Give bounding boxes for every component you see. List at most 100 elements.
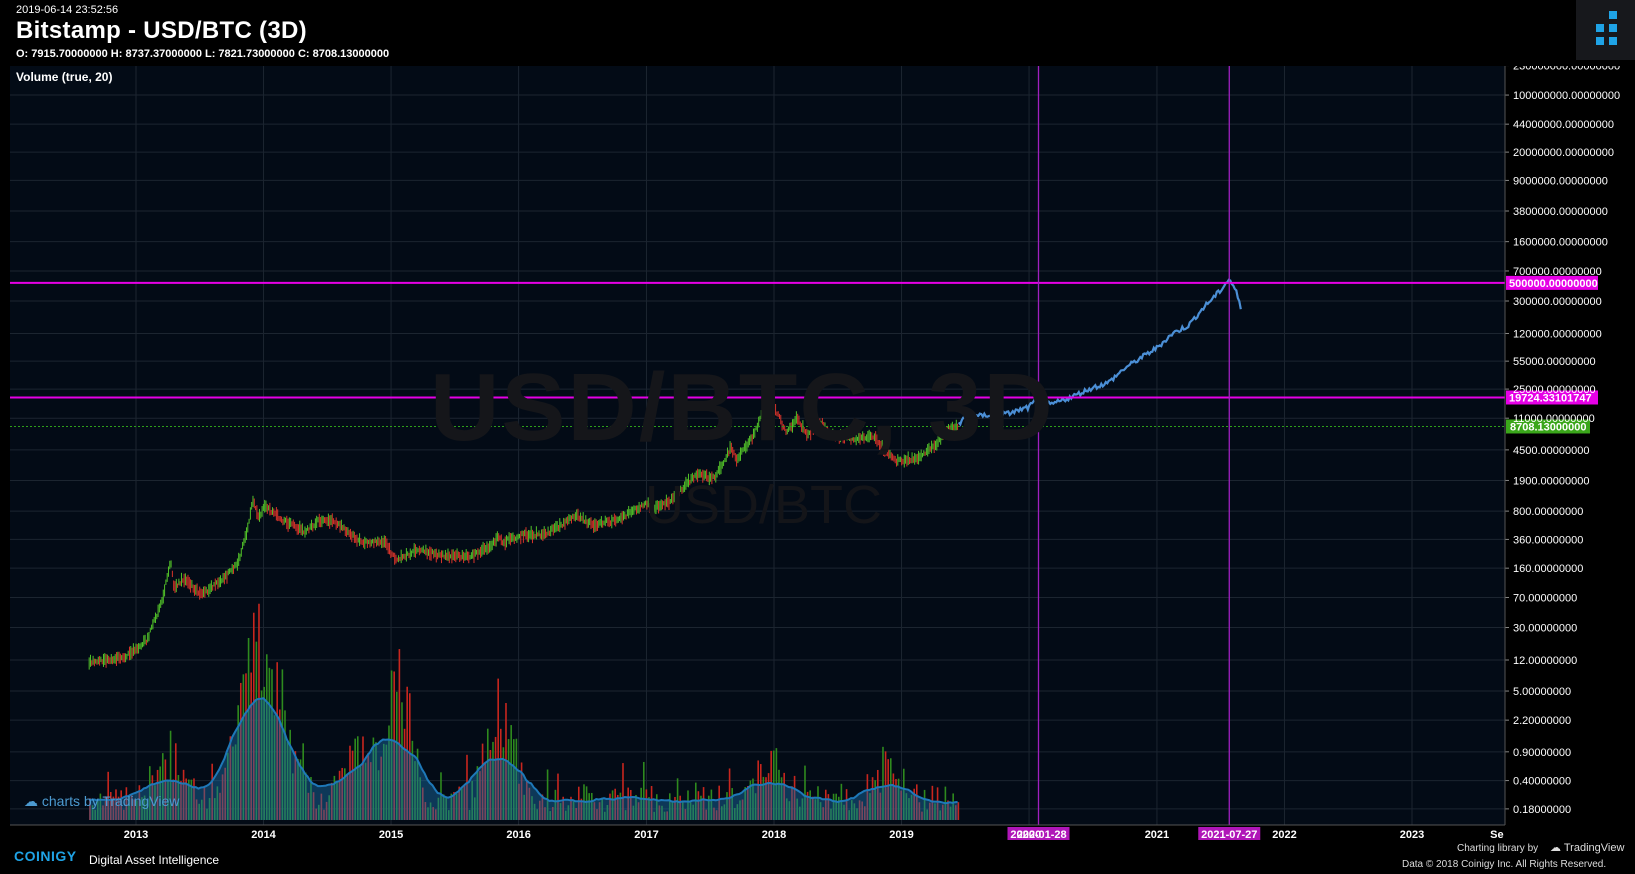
level-price-tag bbox=[1506, 275, 1598, 290]
volume-bar bbox=[198, 803, 200, 820]
volume-bar bbox=[900, 790, 902, 820]
overlay-lines[interactable]: 500000.00000000 19724.33101747 8708.130000… bbox=[10, 66, 1598, 841]
level-price-label: 19724.33101747 bbox=[1509, 392, 1592, 404]
volume-bar bbox=[263, 686, 265, 820]
date-tag-label: 2021-07-27 bbox=[1201, 829, 1257, 841]
volume-bar bbox=[187, 779, 190, 820]
volume-bar bbox=[804, 765, 806, 820]
volume-bar bbox=[754, 793, 757, 820]
price-tick-label: 700000.00000000 bbox=[1513, 266, 1602, 278]
volume-bar bbox=[791, 786, 793, 820]
volume-bar bbox=[419, 777, 421, 820]
price-tick-label: 0.90000000 bbox=[1513, 747, 1571, 759]
volume-bar bbox=[710, 789, 713, 820]
volume-bar bbox=[455, 793, 458, 820]
tradingview-watermark[interactable]: ☁ charts by TradingView bbox=[24, 793, 179, 810]
price-candles bbox=[88, 394, 959, 670]
time-axis[interactable]: 2013 2014 2015 2016 2017 2018 2019 2020 2021 2022… bbox=[10, 824, 1505, 841]
volume-bar bbox=[273, 715, 276, 820]
volume-bar bbox=[349, 745, 351, 820]
volume-bar bbox=[398, 649, 401, 820]
volume-bar bbox=[403, 728, 406, 820]
volume-bar bbox=[765, 777, 767, 820]
price-axis-background[interactable] bbox=[1505, 60, 1635, 825]
volume-bar bbox=[180, 780, 182, 820]
volume-bar bbox=[515, 738, 518, 820]
time-tick-label: 2014 bbox=[251, 829, 276, 841]
volume-bar bbox=[453, 792, 455, 820]
volume-bar bbox=[156, 769, 159, 820]
volume-bar bbox=[723, 804, 726, 820]
volume-bar bbox=[640, 787, 642, 820]
volume-bar bbox=[286, 741, 289, 820]
price-tick-label: 0.40000000 bbox=[1513, 776, 1571, 788]
volume-bar bbox=[538, 800, 541, 820]
volume-bar bbox=[385, 744, 388, 820]
level-price-label: 500000.00000000 bbox=[1509, 278, 1598, 290]
volume-bar bbox=[395, 691, 398, 820]
time-tick-label: 2016 bbox=[506, 829, 530, 841]
volume-bar bbox=[364, 762, 367, 820]
price-axis[interactable]: 230000000.00000000100000000.000000004400… bbox=[1504, 61, 1620, 825]
volume-bar bbox=[206, 808, 208, 820]
volume-indicator-label[interactable]: Volume (true, 20) bbox=[16, 70, 113, 84]
volume-bar bbox=[689, 802, 692, 820]
volume-bar bbox=[796, 798, 798, 820]
coinigy-square-logo-icon[interactable] bbox=[1576, 0, 1635, 60]
volume-bar bbox=[835, 793, 837, 820]
ohlc-readout: O: 7915.70000000 H: 8737.37000000 L: 782… bbox=[16, 48, 390, 60]
volume-bar bbox=[655, 794, 658, 820]
chart-header: 2019-06-14 23:52:56 Bitstamp - USD/BTC (… bbox=[0, 0, 1635, 66]
volume-bar bbox=[674, 796, 676, 820]
volume-bar bbox=[138, 785, 141, 820]
volume-bar bbox=[216, 786, 219, 820]
projection-path bbox=[957, 278, 1242, 427]
tradingview-logo[interactable]: ☁ TradingView bbox=[1550, 841, 1624, 854]
price-tick-label: 3800000.00000000 bbox=[1513, 206, 1608, 218]
volume-bar bbox=[635, 794, 637, 820]
volume-bar bbox=[941, 804, 944, 820]
volume-bar bbox=[585, 786, 588, 820]
volume-bar bbox=[915, 784, 918, 820]
volume-bar bbox=[902, 768, 905, 820]
volume-bar bbox=[208, 798, 211, 820]
volume-bar bbox=[715, 810, 718, 820]
volume-bar bbox=[913, 788, 915, 820]
volume-bar bbox=[954, 805, 957, 820]
volume-bar bbox=[928, 802, 931, 820]
price-tick-label: 160.00000000 bbox=[1513, 563, 1583, 575]
volume-bar bbox=[622, 763, 624, 820]
volume-bar bbox=[250, 672, 252, 820]
volume-bar bbox=[294, 751, 297, 820]
volume-bar bbox=[702, 787, 705, 820]
volume-bar bbox=[440, 772, 442, 820]
volume-bar bbox=[692, 804, 694, 820]
price-tick-label: 4500.00000000 bbox=[1513, 445, 1589, 457]
volume-bar bbox=[369, 762, 372, 820]
volume-bar bbox=[312, 792, 315, 820]
volume-bar bbox=[271, 669, 273, 820]
time-axis-background[interactable] bbox=[10, 825, 1505, 840]
price-tick-label: 0.18000000 bbox=[1513, 804, 1571, 816]
volume-bar bbox=[780, 777, 783, 820]
volume-bar bbox=[921, 811, 923, 820]
volume-bar bbox=[931, 785, 934, 820]
coinigy-brand-logo[interactable]: COINIGY bbox=[14, 848, 77, 864]
volume-bar bbox=[889, 758, 892, 820]
volume-bar bbox=[91, 805, 94, 820]
volume-bar bbox=[107, 771, 109, 820]
time-tick-label: 2023 bbox=[1400, 829, 1424, 841]
price-tick-label: 120000.00000000 bbox=[1513, 328, 1602, 340]
volume-bar bbox=[806, 791, 809, 820]
volume-bar bbox=[570, 796, 572, 820]
volume-bar bbox=[897, 778, 900, 820]
tradingview-logo-text: TradingView bbox=[1563, 842, 1625, 854]
volume-bar bbox=[752, 778, 754, 820]
volume-bar bbox=[757, 760, 759, 820]
last-price-label: 8708.13000000 bbox=[1510, 421, 1586, 433]
volume-bar bbox=[684, 809, 687, 820]
tradingview-watermark-text: charts by TradingView bbox=[41, 793, 180, 809]
volume-bar bbox=[167, 780, 169, 820]
volume-bar bbox=[809, 790, 811, 820]
